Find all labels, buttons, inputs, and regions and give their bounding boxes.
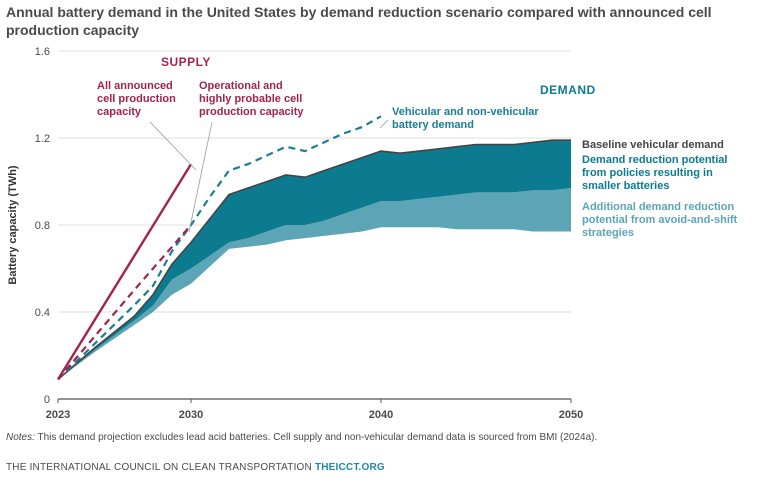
leader-vehicular bbox=[379, 119, 389, 129]
x-tick-label: 2040 bbox=[369, 409, 393, 421]
annotation-all-announced: All announced cell production capacity bbox=[97, 80, 176, 118]
y-tick-label: 1.6 bbox=[35, 46, 50, 58]
axes: 0 0.4 0.8 1.2 1.6 2023 2030 2040 2050 Battery cap… bbox=[7, 46, 583, 421]
notes: Notes: This demand projection excludes l… bbox=[6, 432, 597, 443]
area-policies-smaller-batteries bbox=[58, 140, 571, 380]
leader-all-announced bbox=[149, 121, 197, 171]
leader-operational bbox=[188, 121, 213, 233]
notes-label: Notes: bbox=[6, 432, 35, 443]
annotation-avoid-shift: Additional demand reduction potential fro… bbox=[582, 201, 738, 239]
area-series bbox=[58, 140, 571, 380]
y-tick-label: 0.4 bbox=[35, 307, 50, 319]
annotation-avoid-shift-line: potential from avoid-and-shift bbox=[582, 214, 738, 226]
annotation-operational: Operational and highly probable cell produ… bbox=[199, 80, 304, 118]
annotation-all-announced-line: capacity bbox=[97, 106, 142, 118]
line-baseline-vehicular-demand bbox=[57, 139, 571, 381]
chart-title: Annual battery demand in the United Stat… bbox=[6, 4, 712, 38]
annotation-all-announced-line: cell production bbox=[97, 93, 176, 105]
battery-demand-chart: 0 0.4 0.8 1.2 1.6 2023 2030 2040 2050 Battery cap… bbox=[7, 46, 738, 421]
x-tick-label: 2050 bbox=[559, 409, 583, 421]
x-tick-label: 2030 bbox=[179, 409, 203, 421]
line-vehicular-non-vehicular-demand bbox=[57, 115, 382, 381]
x-tick-label: 2023 bbox=[46, 409, 70, 421]
y-axis-label: Battery capacity (TWh) bbox=[7, 165, 19, 285]
footer-org: THE INTERNATIONAL COUNCIL ON CLEAN TRANS… bbox=[6, 462, 312, 473]
y-tick-label: 0 bbox=[44, 394, 50, 406]
y-tick-label: 0.8 bbox=[35, 220, 50, 232]
annotation-baseline: Baseline vehicular demand bbox=[582, 139, 724, 151]
annotation-policies-line: from policies resulting in bbox=[582, 167, 713, 179]
line-all-announced-capacity bbox=[56, 163, 193, 381]
annotation-operational-line: production capacity bbox=[199, 106, 304, 118]
annotation-vehicular-non-vehicular-line: Vehicular and non-vehicular bbox=[392, 106, 539, 118]
footer: THE INTERNATIONAL COUNCIL ON CLEAN TRANS… bbox=[6, 462, 385, 473]
annotation-baseline-line: Baseline vehicular demand bbox=[582, 139, 724, 151]
notes-text: This demand projection excludes lead aci… bbox=[34, 432, 598, 443]
annotation-vehicular-non-vehicular: Vehicular and non-vehicular battery deman… bbox=[392, 106, 539, 131]
annotation-avoid-shift-line: Additional demand reduction bbox=[582, 201, 734, 213]
annotation-operational-line: highly probable cell bbox=[199, 93, 302, 105]
annotation-policies-line: Demand reduction potential bbox=[582, 154, 727, 166]
annotation-vehicular-non-vehicular-line: battery demand bbox=[392, 119, 474, 131]
line-series bbox=[56, 115, 571, 381]
annotation-avoid-shift-line: strategies bbox=[582, 227, 634, 239]
annotation-policies: Demand reduction potential from policies … bbox=[582, 154, 727, 192]
supply-label: SUPPLY bbox=[161, 55, 211, 69]
area-avoid-and-shift bbox=[58, 188, 571, 380]
footer-site-link[interactable]: THEICCT.ORG bbox=[314, 462, 385, 473]
annotation-operational-line: Operational and bbox=[199, 80, 283, 92]
demand-label: DEMAND bbox=[540, 83, 596, 97]
annotations: SUPPLY DEMAND All announced cell production… bbox=[97, 55, 738, 239]
annotation-policies-line: smaller batteries bbox=[582, 180, 669, 192]
y-tick-label: 1.2 bbox=[35, 133, 50, 145]
line-operational-capacity bbox=[57, 224, 192, 381]
annotation-all-announced-line: All announced bbox=[97, 80, 173, 92]
